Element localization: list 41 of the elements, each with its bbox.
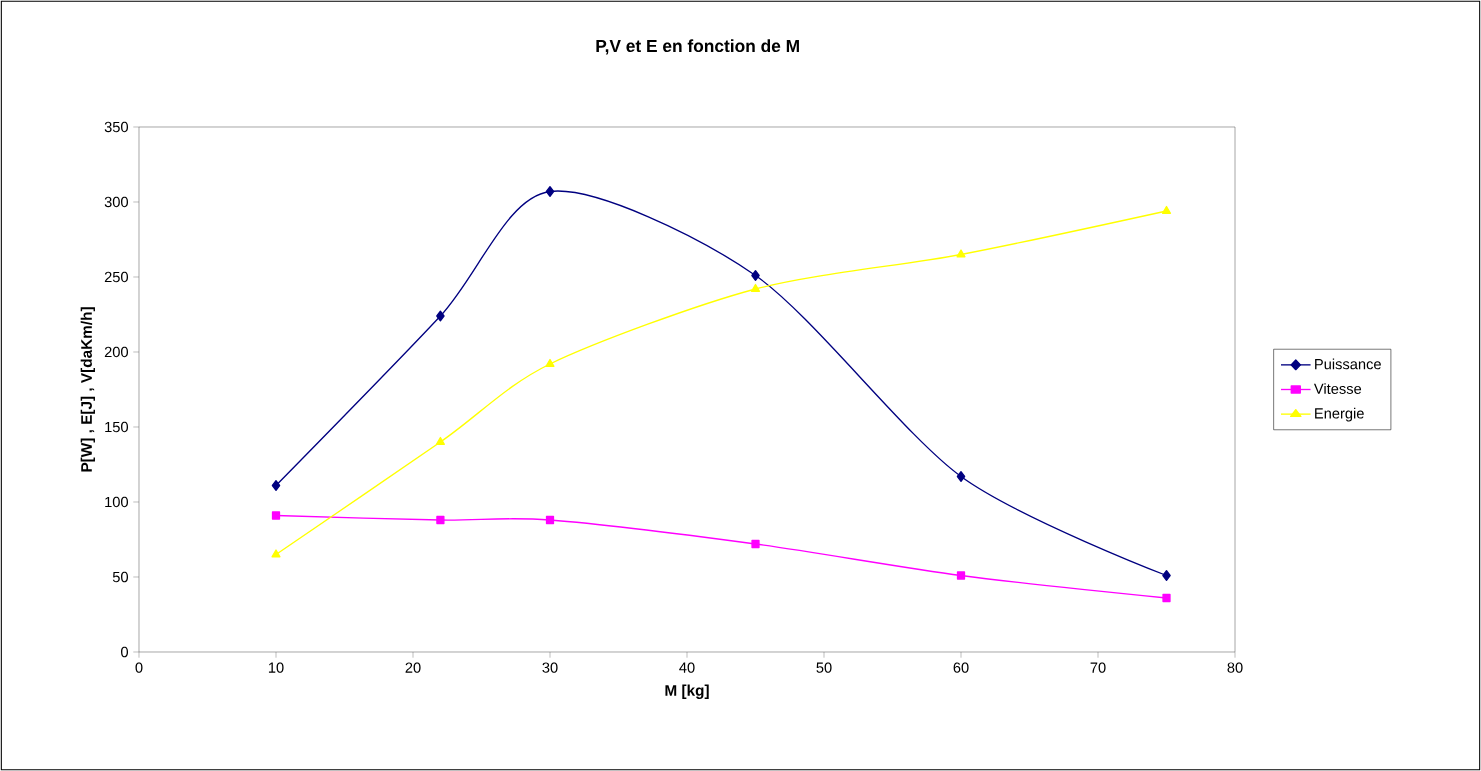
point [956,471,966,482]
point [545,515,555,525]
point [1162,570,1171,581]
point [1161,205,1172,214]
x-tick-label: 60 [953,662,969,673]
point [545,358,555,367]
y-tick-label: 250 [104,271,129,283]
x-tick-label: 20 [405,662,421,673]
legend-label: Vitesse [1313,383,1362,394]
y-tick-label: 200 [104,346,129,358]
y-axis-title: P[W] , E[J] , V[daKm/h] [80,307,95,472]
x-tick-label: 80 [1227,662,1243,673]
x-tick-label: 0 [135,662,143,673]
legend-label: Puissance [1315,358,1381,370]
point [956,249,966,258]
point [436,310,445,322]
legend-label: Energie [1315,407,1364,422]
y-tick-label: 0 [121,646,129,658]
point [271,511,281,520]
y-tick-label: 50 [112,571,129,583]
point [750,283,761,292]
y-tick-label: 350 [104,121,129,133]
chart-title: P,V et E en fonction de M [596,39,799,55]
x-tick-label: 40 [679,662,695,673]
x-tick-label: 50 [816,662,832,673]
point [271,549,281,558]
point [271,480,281,491]
point [751,539,760,549]
y-tick-label: 100 [105,496,129,508]
point [1162,593,1171,603]
y-tick-label: 150 [105,421,129,433]
x-tick-label: 70 [1090,662,1106,673]
point [956,571,966,580]
x-tick-label: 10 [268,662,284,673]
point [436,515,445,525]
x-axis-title: M [kg] [665,684,709,699]
point [545,186,555,197]
y-tick-label: 300 [104,196,129,208]
point [751,270,760,281]
point [435,436,445,445]
x-tick-label: 30 [542,662,558,673]
